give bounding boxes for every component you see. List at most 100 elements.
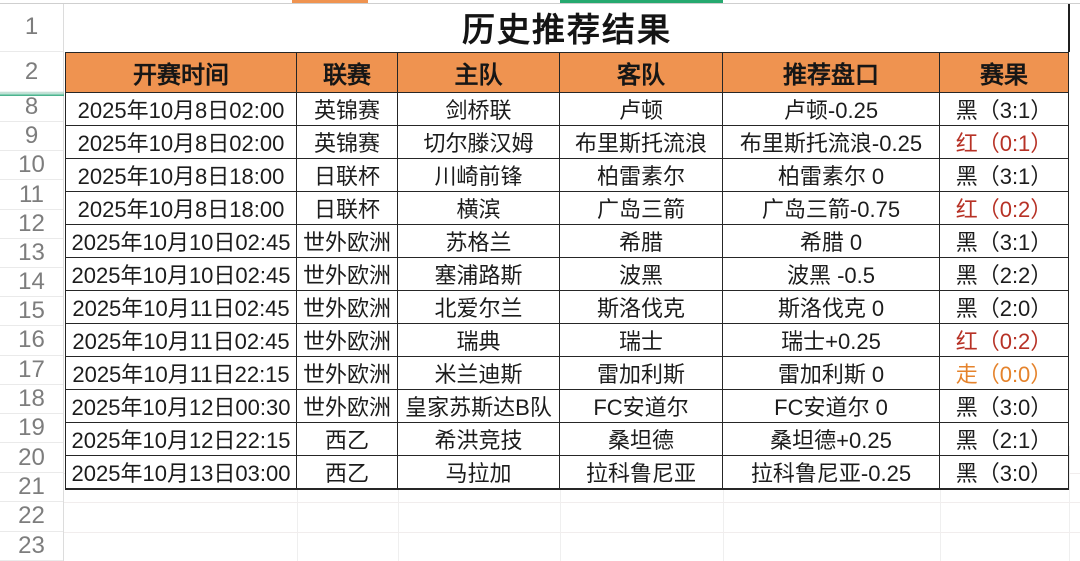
cell-kickoff[interactable]: 2025年10月12日22:15 <box>65 422 297 456</box>
col-header-result[interactable]: 赛果 <box>939 52 1069 93</box>
cell-away[interactable]: 瑞士 <box>559 323 723 357</box>
cell-result[interactable]: 走（0:0） <box>939 356 1069 390</box>
cell-handicap[interactable]: 斯洛伐克 0 <box>722 290 940 324</box>
cell-handicap[interactable]: 桑坦德+0.25 <box>722 422 940 456</box>
cell-league[interactable]: 世外欧洲 <box>296 290 398 324</box>
cell-result[interactable]: 黑（2:0） <box>939 290 1069 324</box>
cell-home[interactable]: 马拉加 <box>397 455 560 490</box>
cell-away[interactable]: 拉科鲁尼亚 <box>559 455 723 490</box>
cell-kickoff[interactable]: 2025年10月12日00:30 <box>65 389 297 423</box>
cell-handicap[interactable]: 波黑 -0.5 <box>722 257 940 291</box>
cell-home[interactable]: 北爱尔兰 <box>397 290 560 324</box>
cell-league[interactable]: 西乙 <box>296 422 398 456</box>
cell-result[interactable]: 黑（3:1） <box>939 158 1069 192</box>
cell-league[interactable]: 世外欧洲 <box>296 356 398 390</box>
row-number[interactable]: 20 <box>0 444 63 473</box>
cell-home[interactable]: 皇家苏斯达B队 <box>397 389 560 423</box>
col-header-away-team[interactable]: 客队 <box>559 52 723 93</box>
cell-result[interactable]: 黑（3:0） <box>939 455 1069 490</box>
cell-kickoff[interactable]: 2025年10月11日22:15 <box>65 356 297 390</box>
cell-league[interactable]: 世外欧洲 <box>296 389 398 423</box>
hidden-rows-indicator[interactable] <box>0 91 64 96</box>
row-number[interactable]: 9 <box>0 122 63 152</box>
row-number[interactable]: 21 <box>0 473 63 503</box>
cell-away[interactable]: 波黑 <box>559 257 723 291</box>
cell-result[interactable]: 红（0:2） <box>939 323 1069 357</box>
cell-home[interactable]: 川崎前锋 <box>397 158 560 192</box>
cell-home[interactable]: 苏格兰 <box>397 224 560 258</box>
cell-kickoff[interactable]: 2025年10月10日02:45 <box>65 257 297 291</box>
cell-kickoff[interactable]: 2025年10月8日18:00 <box>65 158 297 192</box>
row-number[interactable]: 17 <box>0 356 63 385</box>
cell-handicap[interactable]: 广岛三箭-0.75 <box>722 191 940 225</box>
cell-league[interactable]: 英锦赛 <box>296 92 398 126</box>
cell-kickoff[interactable]: 2025年10月8日02:00 <box>65 125 297 159</box>
cell-away[interactable]: 希腊 <box>559 224 723 258</box>
col-header-kickoff-time[interactable]: 开赛时间 <box>65 52 297 93</box>
row-number[interactable]: 15 <box>0 297 63 327</box>
cell-result[interactable]: 红（0:2） <box>939 191 1069 225</box>
cell-handicap[interactable]: 布里斯托流浪-0.25 <box>722 125 940 159</box>
cell-home[interactable]: 横滨 <box>397 191 560 225</box>
row-number[interactable]: 19 <box>0 414 63 444</box>
cell-kickoff[interactable]: 2025年10月11日02:45 <box>65 290 297 324</box>
row-number[interactable]: 16 <box>0 326 63 356</box>
cell-kickoff[interactable]: 2025年10月13日03:00 <box>65 455 297 490</box>
cell-league[interactable]: 英锦赛 <box>296 125 398 159</box>
row-number[interactable]: 12 <box>0 210 63 239</box>
cell-league[interactable]: 世外欧洲 <box>296 257 398 291</box>
cell-kickoff[interactable]: 2025年10月11日02:45 <box>65 323 297 357</box>
cell-handicap[interactable]: 拉科鲁尼亚-0.25 <box>722 455 940 490</box>
cell-handicap[interactable]: 柏雷素尔 0 <box>722 158 940 192</box>
cell-away[interactable]: 广岛三箭 <box>559 191 723 225</box>
cell-away[interactable]: 桑坦德 <box>559 422 723 456</box>
cell-home[interactable]: 塞浦路斯 <box>397 257 560 291</box>
cell-kickoff[interactable]: 2025年10月8日18:00 <box>65 191 297 225</box>
row-number[interactable]: 22 <box>0 502 63 532</box>
row-number[interactable]: 8 <box>0 93 63 123</box>
col-header-recommended-handicap[interactable]: 推荐盘口 <box>722 52 940 93</box>
cell-away[interactable]: 卢顿 <box>559 92 723 126</box>
row-number[interactable]: 13 <box>0 239 63 268</box>
row-number[interactable]: 23 <box>0 532 63 561</box>
cell-result[interactable]: 黑（3:1） <box>939 224 1069 258</box>
col-header-league[interactable]: 联赛 <box>296 52 398 93</box>
cell-away[interactable]: 斯洛伐克 <box>559 290 723 324</box>
cell-league[interactable]: 西乙 <box>296 455 398 490</box>
cell-kickoff[interactable]: 2025年10月10日02:45 <box>65 224 297 258</box>
cell-home[interactable]: 切尔滕汉姆 <box>397 125 560 159</box>
cell-away[interactable]: FC安道尔 <box>559 389 723 423</box>
col-header-home-team[interactable]: 主队 <box>397 52 560 93</box>
cell-league[interactable]: 世外欧洲 <box>296 323 398 357</box>
cell-away[interactable]: 布里斯托流浪 <box>559 125 723 159</box>
cell-handicap[interactable]: 希腊 0 <box>722 224 940 258</box>
row-number[interactable]: 18 <box>0 385 63 414</box>
cell-home[interactable]: 希洪竞技 <box>397 422 560 456</box>
table-row: 2025年10月10日02:45 世外欧洲 苏格兰 希腊 希腊 0 黑（3:1） <box>65 224 1069 258</box>
table-row: 2025年10月11日02:45 世外欧洲 瑞典 瑞士 瑞士+0.25 红（0:2） <box>65 323 1069 357</box>
cell-result[interactable]: 红（0:1） <box>939 125 1069 159</box>
row-number[interactable]: 14 <box>0 268 63 298</box>
row-number[interactable]: 1 <box>0 3 63 52</box>
cell-league[interactable]: 日联杯 <box>296 158 398 192</box>
cell-result[interactable]: 黑（3:0） <box>939 389 1069 423</box>
cell-result[interactable]: 黑（2:2） <box>939 257 1069 291</box>
cell-result[interactable]: 黑（3:1） <box>939 92 1069 126</box>
row-number[interactable]: 11 <box>0 181 63 210</box>
cell-home[interactable]: 剑桥联 <box>397 92 560 126</box>
sheet-title-cell[interactable]: 历史推荐结果 <box>66 2 1070 52</box>
cell-league[interactable]: 世外欧洲 <box>296 224 398 258</box>
row-number[interactable]: 10 <box>0 151 63 181</box>
cell-handicap[interactable]: 卢顿-0.25 <box>722 92 940 126</box>
cell-away[interactable]: 柏雷素尔 <box>559 158 723 192</box>
cell-handicap[interactable]: 雷加利斯 0 <box>722 356 940 390</box>
cell-home[interactable]: 米兰迪斯 <box>397 356 560 390</box>
cell-result[interactable]: 黑（2:1） <box>939 422 1069 456</box>
cell-away[interactable]: 雷加利斯 <box>559 356 723 390</box>
cell-home[interactable]: 瑞典 <box>397 323 560 357</box>
row-number[interactable]: 2 <box>0 52 63 93</box>
cell-kickoff[interactable]: 2025年10月8日02:00 <box>65 92 297 126</box>
cell-league[interactable]: 日联杯 <box>296 191 398 225</box>
cell-handicap[interactable]: FC安道尔 0 <box>722 389 940 423</box>
cell-handicap[interactable]: 瑞士+0.25 <box>722 323 940 357</box>
